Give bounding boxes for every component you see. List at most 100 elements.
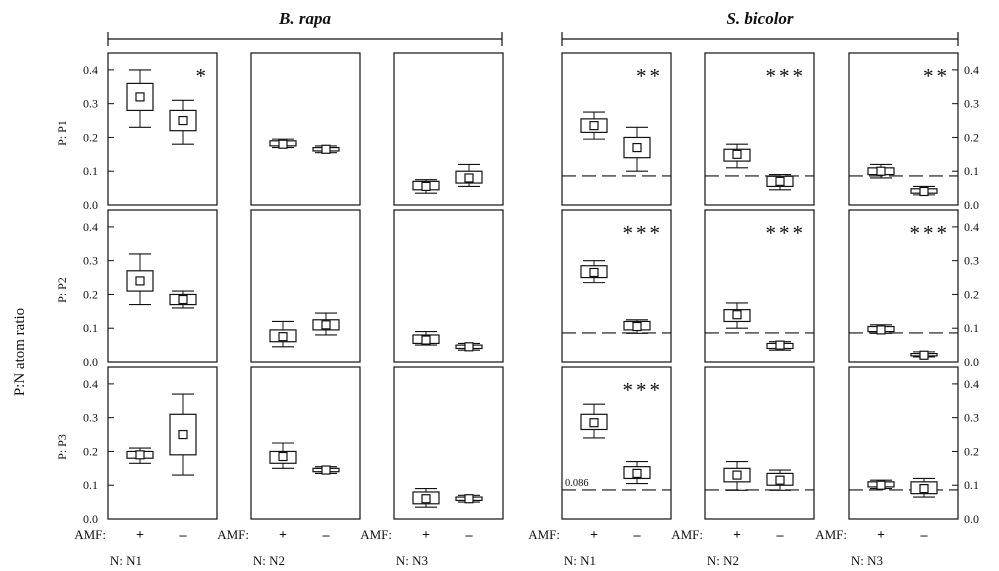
box-amf-minus <box>766 340 794 351</box>
amf-minus-label: – <box>179 528 188 543</box>
median-marker <box>135 92 145 102</box>
box-amf-minus <box>312 465 340 475</box>
box-amf-plus <box>867 324 895 335</box>
box-amf-plus <box>723 143 751 169</box>
box-amf-minus <box>455 163 483 187</box>
y-tick-label-left: 0.1 <box>83 164 98 178</box>
median-marker <box>919 484 929 494</box>
box-amf-minus <box>910 350 938 360</box>
median-marker <box>919 186 929 197</box>
median-marker <box>775 475 785 485</box>
amf-plus-label: + <box>422 528 430 543</box>
panel <box>848 366 959 520</box>
significance-stars: * <box>196 64 210 88</box>
panel <box>250 52 361 206</box>
box-amf-minus <box>455 342 483 352</box>
y-tick-label-left: 0.0 <box>83 355 98 369</box>
median-marker <box>278 139 288 149</box>
y-tick-label-left: 0.3 <box>83 97 98 111</box>
panel: *** <box>704 209 815 363</box>
n-level-label: N: N1 <box>564 553 596 568</box>
y-tick-label-left: 0.1 <box>83 321 98 335</box>
box-amf-plus <box>867 479 895 490</box>
significance-stars: *** <box>623 378 664 402</box>
y-tick-label-right: 0.2 <box>964 287 979 301</box>
median-marker <box>278 451 288 462</box>
amf-label: AMF: <box>815 527 847 542</box>
panel-frame <box>704 366 815 520</box>
median-marker <box>178 115 188 126</box>
median-marker <box>919 350 929 360</box>
panel-frame <box>704 52 815 206</box>
panel-frame <box>561 366 672 520</box>
box-amf-minus <box>169 99 197 145</box>
panel <box>250 366 361 520</box>
n-level-label: N: N3 <box>851 553 883 568</box>
amf-label: AMF: <box>528 527 560 542</box>
n-level-label: N: N2 <box>253 553 285 568</box>
amf-label: AMF: <box>74 527 106 542</box>
amf-minus-label: – <box>633 528 642 543</box>
species-bracket-left <box>107 32 503 46</box>
panel-frame <box>561 209 672 363</box>
y-axis-title: P:N atom ratio <box>12 308 28 396</box>
y-tick-label-right: 0.3 <box>964 97 979 111</box>
median-marker <box>464 494 474 504</box>
n-level-label: N: N2 <box>707 553 739 568</box>
box-amf-plus <box>723 461 751 491</box>
panel-frame <box>393 209 504 363</box>
significance-stars: ** <box>636 64 663 88</box>
y-tick-label-left: 0.4 <box>83 63 98 77</box>
median-marker <box>421 494 431 504</box>
box-amf-minus <box>623 461 651 485</box>
median-marker <box>589 418 599 428</box>
box-amf-plus <box>580 111 608 140</box>
panel-frame <box>250 209 361 363</box>
box-amf-minus <box>455 494 483 504</box>
amf-minus-label: – <box>776 528 785 543</box>
panel-frame <box>561 52 672 206</box>
panel-frame <box>107 366 218 520</box>
box-amf-minus <box>623 126 651 172</box>
panel: 0.086 *** <box>561 366 672 520</box>
median-marker <box>632 468 642 478</box>
amf-plus-label: + <box>877 528 885 543</box>
amf-plus-label: + <box>136 528 144 543</box>
median-marker <box>135 450 145 460</box>
median-marker <box>732 470 742 480</box>
y-tick-label-left: 0.2 <box>83 287 98 301</box>
species-title-left: B. rapa <box>278 9 331 28</box>
panel-frame <box>250 52 361 206</box>
amf-minus-label: – <box>322 528 331 543</box>
row-label: P: P2 <box>55 277 69 303</box>
median-marker <box>321 320 331 330</box>
panel <box>704 366 815 520</box>
box-amf-plus <box>412 331 440 346</box>
amf-plus-label: + <box>279 528 287 543</box>
n-level-label: N: N3 <box>396 553 428 568</box>
box-amf-plus <box>580 260 608 284</box>
axis-footer: AMF: + – N: N1 AMF: + – N: N2 AMF: + – N: N3 AMF: + – N… <box>74 527 928 568</box>
median-marker <box>178 429 188 440</box>
median-marker <box>421 181 431 192</box>
median-marker <box>632 321 642 332</box>
y-tick-label-left: 0.3 <box>83 411 98 425</box>
amf-label: AMF: <box>671 527 703 542</box>
y-tick-label-left: 0.2 <box>83 444 98 458</box>
panel-frame <box>107 209 218 363</box>
median-marker <box>876 480 886 490</box>
panel: ** <box>561 52 672 206</box>
amf-label: AMF: <box>360 527 392 542</box>
y-tick-label-right: 0.4 <box>964 63 979 77</box>
panel: *** <box>561 209 672 363</box>
box-amf-minus <box>766 174 794 191</box>
box-amf-plus <box>126 69 154 128</box>
box-amf-minus <box>623 319 651 334</box>
median-marker <box>464 173 474 183</box>
box-amf-plus <box>412 488 440 508</box>
y-tick-label-right: 0.2 <box>964 444 979 458</box>
panel <box>393 52 504 206</box>
row-label: P: P1 <box>55 120 69 146</box>
y-tick-label-left: 0.0 <box>83 198 98 212</box>
y-tick-label-left: 0.2 <box>83 130 98 144</box>
